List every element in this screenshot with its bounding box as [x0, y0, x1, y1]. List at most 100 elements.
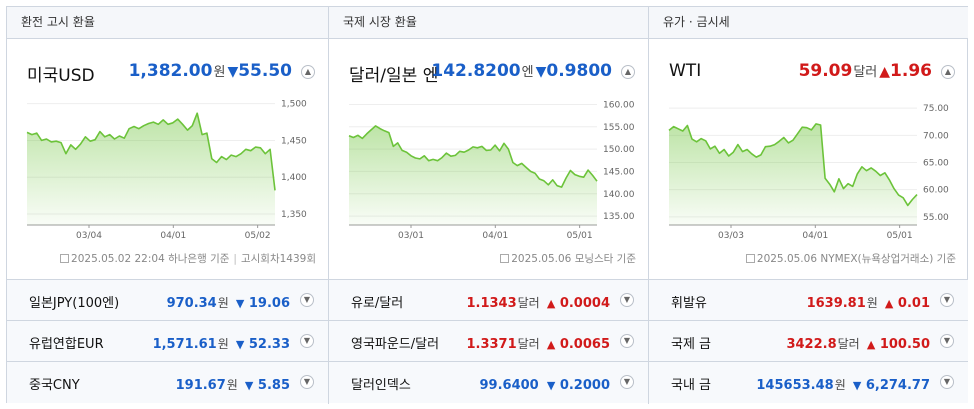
list-item-name: 휘발유 — [671, 296, 707, 311]
list-item-unit: 달러 — [517, 296, 540, 310]
source-line: 2025.05.06 NYMEX(뉴욕상업거래소) 기준 — [689, 251, 956, 266]
x-tick-label: 03/04 — [76, 231, 102, 241]
quote-value: 59.09 — [798, 61, 853, 81]
list-item[interactable]: 영국파운드/달러 1.3371달러 ▲ 0.0065 ▼ — [329, 321, 648, 362]
list-item-value: 191.67 — [175, 378, 226, 393]
y-tick-label: 1,400 — [281, 173, 307, 183]
chevron-down-icon[interactable]: ▼ — [300, 334, 314, 348]
main-quote-panel[interactable]: 달러/일본 엔 142.8200엔 ▼0.9800 ▲ 160.00 155.00 1… — [329, 39, 648, 280]
down-arrow-icon: ▼ — [235, 297, 245, 310]
list-item-unit: 원 — [217, 337, 229, 351]
chevron-down-icon[interactable]: ▼ — [940, 334, 954, 348]
list-item-quote: 99.6400 ▼ 0.2000 — [480, 374, 610, 393]
list-item-change: ▲ 0.01 — [885, 296, 930, 311]
down-arrow-icon: ▼ — [546, 379, 556, 392]
list-item-change-value: 0.01 — [897, 296, 930, 311]
source-provider: 하나은행 기준 — [168, 253, 230, 265]
quote-change: ▼0.9800 — [536, 61, 612, 81]
y-tick-label: 160.00 — [603, 100, 635, 110]
list-item-unit: 원 — [834, 378, 846, 392]
chevron-down-icon[interactable]: ▼ — [300, 293, 314, 307]
chevron-down-icon[interactable]: ▼ — [620, 375, 634, 389]
source-date: 2025.05.02 22:04 — [71, 253, 165, 265]
list-item-quote: 1639.81원 ▲ 0.01 — [807, 292, 930, 311]
source-line: 2025.05.06 모닝스타 기준 — [369, 251, 636, 266]
quote-title: 미국USD — [27, 66, 95, 86]
quote-change-value: 1.96 — [890, 61, 932, 81]
source-line: 2025.05.02 22:04 하나은행 기준 | 고시회차1439회 — [47, 251, 316, 266]
quote-value-group: 1,382.00원 ▼55.50 — [129, 61, 292, 81]
x-tick-label: 05/01 — [887, 231, 913, 241]
list-item[interactable]: 중국CNY 191.67원 ▼ 5.85 ▼ — [7, 362, 328, 403]
quote-unit: 엔 — [521, 65, 534, 80]
x-tick-label: 04/01 — [482, 231, 508, 241]
quote-change: ▼55.50 — [227, 61, 292, 81]
list-item-quote: 1.1343달러 ▲ 0.0004 — [466, 292, 610, 311]
quote-value-group: 59.09달러 ▲1.96 — [799, 61, 932, 81]
list-item[interactable]: 국내 금 145653.48원 ▼ 6,274.77 ▼ — [649, 362, 968, 403]
x-tick-label: 04/01 — [802, 231, 828, 241]
main-quote-panel[interactable]: WTI 59.09달러 ▲1.96 ▲ 75.00 70.00 65.00 60.00 5… — [649, 39, 968, 280]
x-tick-label: 04/01 — [160, 231, 186, 241]
list-item-change: ▼ 6,274.77 — [853, 378, 930, 393]
area-fill — [27, 113, 275, 225]
list-item-quote: 191.67원 ▼ 5.85 — [176, 374, 290, 393]
y-tick-label: 140.00 — [603, 190, 635, 200]
up-arrow-icon: ▲ — [884, 297, 894, 310]
up-arrow-icon: ▲ — [879, 64, 891, 80]
chevron-down-icon[interactable]: ▼ — [940, 375, 954, 389]
area-fill — [669, 123, 917, 225]
list-item-value: 1.3371 — [466, 337, 517, 352]
series-line — [26, 112, 276, 191]
up-arrow-icon: ▲ — [866, 338, 876, 351]
list-item-change-value: 6,274.77 — [865, 378, 930, 393]
column-oil-gold: 유가 · 금시세 WTI 59.09달러 ▲1.96 ▲ 75.00 70.00 65… — [648, 7, 968, 404]
list-item-change-value: 100.50 — [879, 337, 930, 352]
list-item-unit: 달러 — [517, 337, 540, 351]
list-item[interactable]: 휘발유 1639.81원 ▲ 0.01 ▼ — [649, 280, 968, 321]
chevron-up-icon[interactable]: ▲ — [941, 65, 955, 79]
series-line — [348, 125, 598, 188]
list-item-value: 1.1343 — [466, 296, 517, 311]
quote-change-value: 0.9800 — [546, 61, 612, 81]
chevron-down-icon[interactable]: ▼ — [940, 293, 954, 307]
list-item[interactable]: 유럽연합EUR 1,571.61원 ▼ 52.33 ▼ — [7, 321, 328, 362]
quote-value: 1,382.00 — [128, 61, 213, 81]
down-arrow-icon: ▼ — [852, 379, 862, 392]
column-header[interactable]: 국제 시장 환율 — [329, 7, 648, 39]
chevron-down-icon[interactable]: ▼ — [300, 375, 314, 389]
chevron-up-icon[interactable]: ▲ — [621, 65, 635, 79]
list-item-change: ▼ 5.85 — [245, 378, 290, 393]
separator: | — [233, 253, 237, 265]
list-item-change: ▲ 100.50 — [867, 337, 930, 352]
x-tick-label: 03/03 — [718, 231, 744, 241]
source-date: 2025.05.06 — [756, 253, 818, 265]
y-tick-label: 55.00 — [923, 213, 949, 223]
list-item-change: ▼ 0.2000 — [547, 378, 610, 393]
chevron-up-icon[interactable]: ▲ — [301, 65, 315, 79]
down-arrow-icon: ▼ — [227, 64, 239, 80]
list-item-quote: 970.34원 ▼ 19.06 — [167, 292, 290, 311]
list-item[interactable]: 달러인덱스 99.6400 ▼ 0.2000 ▼ — [329, 362, 648, 403]
chevron-down-icon[interactable]: ▼ — [620, 334, 634, 348]
list-item-change: ▲ 0.0004 — [547, 296, 610, 311]
y-tick-label: 75.00 — [923, 104, 949, 114]
down-arrow-icon: ▼ — [235, 338, 245, 351]
line-chart: 160.00 155.00 150.00 145.00 140.00 135.00 03/0… — [348, 100, 635, 241]
list-item[interactable]: 유로/달러 1.1343달러 ▲ 0.0004 ▼ — [329, 280, 648, 321]
series-line — [668, 123, 918, 207]
document-icon — [60, 254, 70, 263]
list-item-change-value: 0.0004 — [559, 296, 610, 311]
document-icon — [500, 254, 510, 263]
y-tick-label: 65.00 — [923, 159, 949, 169]
list-item-quote: 3422.8달러 ▲ 100.50 — [786, 333, 930, 352]
list-item[interactable]: 일본JPY(100엔) 970.34원 ▼ 19.06 ▼ — [7, 280, 328, 321]
chevron-down-icon[interactable]: ▼ — [620, 293, 634, 307]
column-header[interactable]: 환전 고시 환율 — [7, 7, 328, 39]
quote-title: 달러/일본 엔 — [349, 66, 439, 86]
main-quote-panel[interactable]: 미국USD 1,382.00원 ▼55.50 ▲ 1,500 1,450 1,400 1… — [7, 39, 328, 280]
list-item[interactable]: 국제 금 3422.8달러 ▲ 100.50 ▼ — [649, 321, 968, 362]
quote-value: 142.8200 — [431, 61, 521, 81]
y-tick-label: 150.00 — [603, 145, 635, 155]
column-header[interactable]: 유가 · 금시세 — [649, 7, 968, 39]
